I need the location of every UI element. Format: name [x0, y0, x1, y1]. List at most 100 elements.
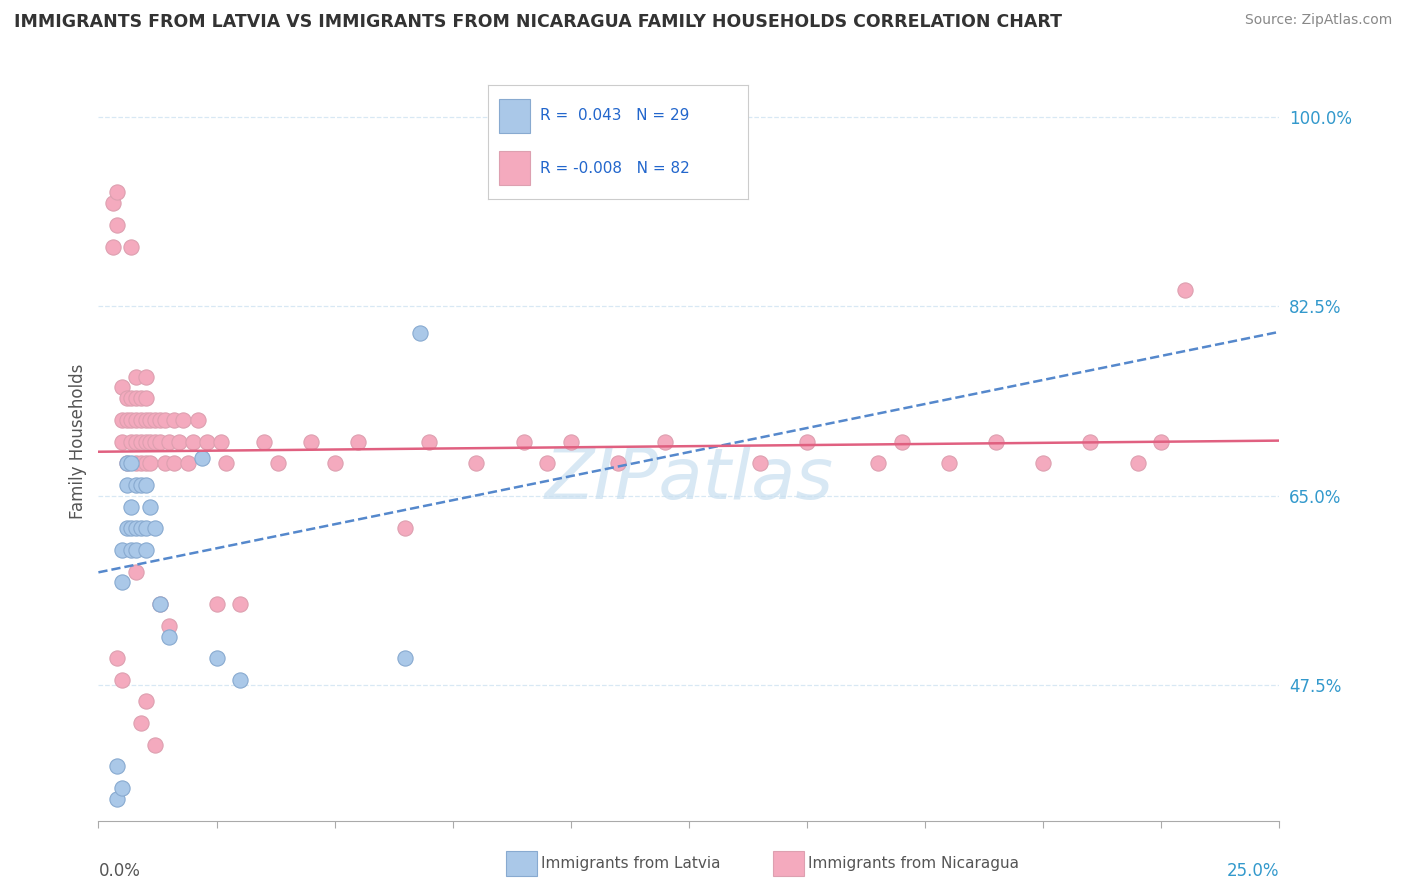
Point — [111, 380, 134, 394]
Point — [135, 434, 157, 449]
Point — [135, 521, 157, 535]
Point — [195, 434, 218, 449]
Point — [157, 434, 180, 449]
Point — [149, 597, 172, 611]
Point — [1080, 434, 1102, 449]
Point — [135, 456, 157, 470]
Point — [157, 630, 180, 644]
Point — [205, 597, 228, 611]
Point — [121, 413, 143, 427]
Point — [125, 521, 148, 535]
Point — [163, 413, 186, 427]
Point — [105, 218, 128, 232]
Point — [111, 673, 134, 687]
Point — [125, 413, 148, 427]
Point — [748, 456, 770, 470]
Point — [125, 391, 148, 405]
Point — [135, 478, 157, 492]
Point — [115, 413, 138, 427]
Point — [135, 542, 157, 557]
Point — [253, 434, 276, 449]
Point — [163, 456, 186, 470]
Point — [129, 456, 152, 470]
Point — [323, 456, 346, 470]
Point — [125, 542, 148, 557]
Point — [139, 456, 162, 470]
Point — [101, 239, 124, 253]
Point — [105, 186, 128, 200]
Point — [153, 456, 176, 470]
Point — [796, 434, 818, 449]
Point — [205, 651, 228, 665]
Text: ZIPatlas: ZIPatlas — [544, 445, 834, 514]
Point — [121, 456, 143, 470]
Point — [139, 413, 162, 427]
Text: Immigrants from Latvia: Immigrants from Latvia — [541, 856, 721, 871]
Text: 25.0%: 25.0% — [1227, 863, 1279, 880]
Point — [135, 391, 157, 405]
Point — [229, 597, 252, 611]
Point — [181, 434, 204, 449]
Point — [299, 434, 322, 449]
Point — [129, 413, 152, 427]
Point — [111, 575, 134, 590]
Point — [105, 792, 128, 806]
Point — [866, 456, 889, 470]
Point — [1150, 434, 1173, 449]
Point — [938, 456, 960, 470]
Point — [129, 391, 152, 405]
Point — [187, 413, 209, 427]
Point — [125, 565, 148, 579]
Point — [149, 597, 172, 611]
Point — [229, 673, 252, 687]
Point — [1174, 283, 1197, 297]
Point — [129, 521, 152, 535]
Point — [135, 694, 157, 708]
Point — [115, 456, 138, 470]
Point — [149, 413, 172, 427]
Point — [536, 456, 558, 470]
Point — [1126, 456, 1149, 470]
Point — [125, 369, 148, 384]
Point — [105, 759, 128, 773]
Point — [191, 450, 214, 465]
Point — [215, 456, 238, 470]
Point — [139, 434, 162, 449]
Text: Source: ZipAtlas.com: Source: ZipAtlas.com — [1244, 13, 1392, 28]
Point — [125, 478, 148, 492]
Point — [121, 500, 143, 514]
Point — [347, 434, 370, 449]
Point — [172, 413, 194, 427]
Point — [418, 434, 440, 449]
Text: 0.0%: 0.0% — [98, 863, 141, 880]
Point — [101, 196, 124, 211]
Point — [135, 413, 157, 427]
Point — [115, 456, 138, 470]
Point — [111, 781, 134, 796]
Text: Immigrants from Nicaragua: Immigrants from Nicaragua — [808, 856, 1019, 871]
Point — [394, 651, 416, 665]
Point — [560, 434, 582, 449]
Point — [267, 456, 290, 470]
Point — [143, 521, 166, 535]
Point — [115, 391, 138, 405]
Point — [143, 434, 166, 449]
Point — [121, 542, 143, 557]
Point — [143, 738, 166, 752]
Point — [157, 618, 180, 632]
Point — [1032, 456, 1054, 470]
Point — [129, 434, 152, 449]
Point — [153, 413, 176, 427]
Point — [121, 521, 143, 535]
Point — [111, 413, 134, 427]
Point — [115, 478, 138, 492]
Point — [394, 521, 416, 535]
Point — [149, 434, 172, 449]
Point — [139, 500, 162, 514]
Point — [167, 434, 190, 449]
Point — [125, 456, 148, 470]
Point — [111, 434, 134, 449]
Point — [121, 434, 143, 449]
Text: IMMIGRANTS FROM LATVIA VS IMMIGRANTS FROM NICARAGUA FAMILY HOUSEHOLDS CORRELATIO: IMMIGRANTS FROM LATVIA VS IMMIGRANTS FRO… — [14, 13, 1062, 31]
Point — [135, 369, 157, 384]
